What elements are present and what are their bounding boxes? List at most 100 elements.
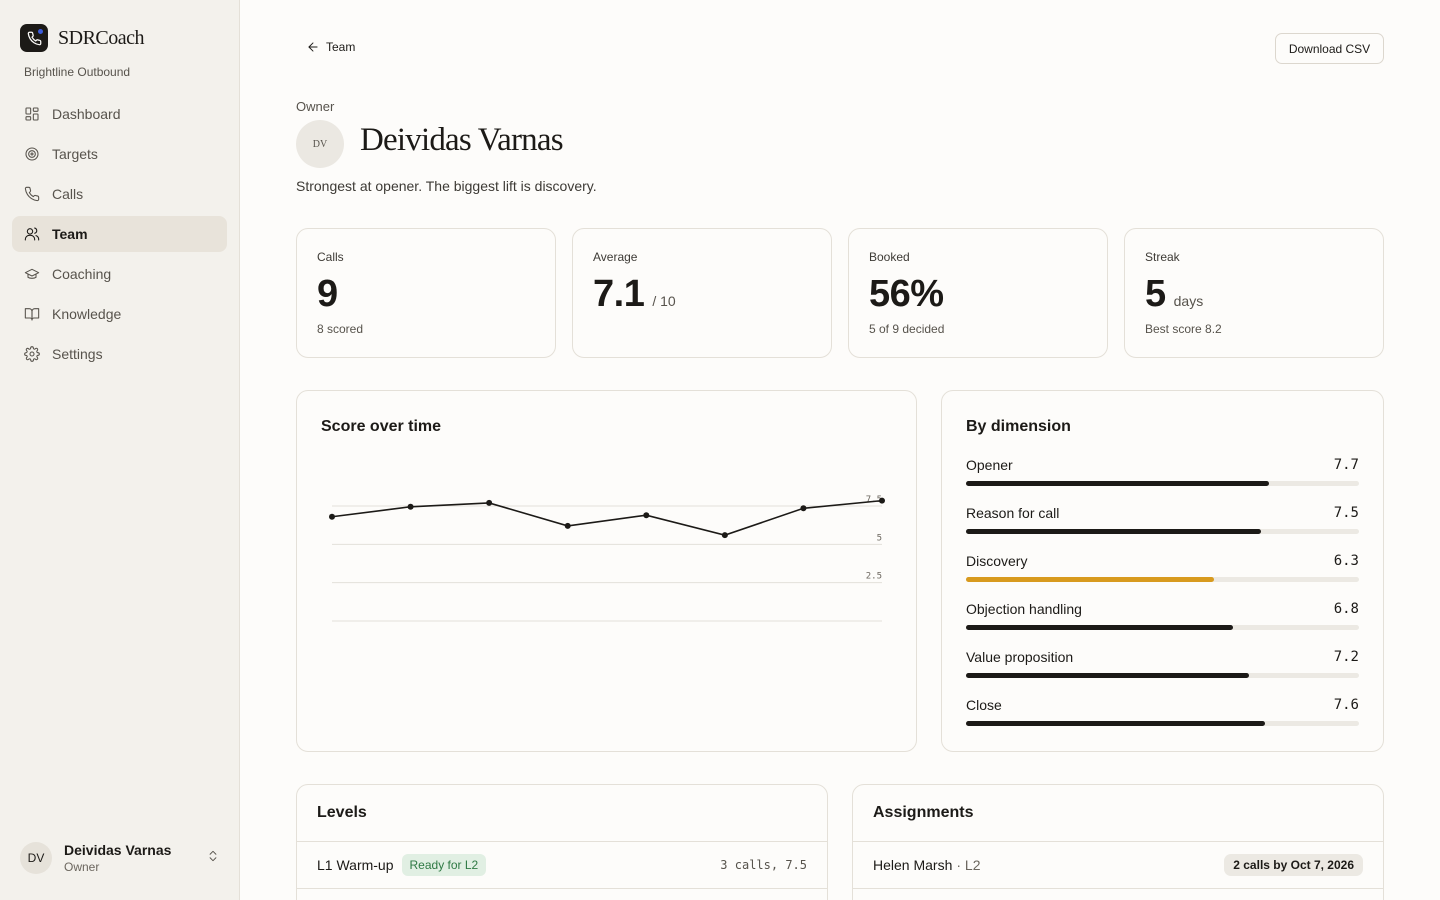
brand[interactable]: SDRCoach xyxy=(20,24,145,52)
gear-icon xyxy=(24,346,40,362)
data-point[interactable] xyxy=(329,513,335,520)
y-tick-label: 7.5 xyxy=(866,495,882,505)
dimension-bar xyxy=(966,721,1265,726)
phone-logo-icon xyxy=(20,24,48,52)
data-point[interactable] xyxy=(564,522,571,529)
sidebar-item-coaching[interactable]: Coaching xyxy=(12,256,227,292)
dimension-value: 6.3 xyxy=(1333,553,1359,569)
dimension-name: Opener xyxy=(966,457,1013,473)
page-title: Deividas Varnas xyxy=(360,122,564,158)
back-link[interactable]: Team xyxy=(306,40,355,54)
phone-icon xyxy=(24,186,40,202)
dimension-value: 7.2 xyxy=(1333,649,1359,665)
sidebar: SDRCoach Brightline Outbound Dashboard T… xyxy=(0,0,240,900)
level-meta: 3 calls, 7.5 xyxy=(720,858,807,872)
sidebar-item-label: Dashboard xyxy=(52,106,121,122)
sidebar-item-team[interactable]: Team xyxy=(12,216,227,252)
assignment-level: · L2 xyxy=(956,857,981,873)
book-icon xyxy=(24,308,40,321)
dimension-track xyxy=(966,625,1359,630)
profile-role: Owner xyxy=(296,99,335,114)
org-name: Brightline Outbound xyxy=(24,65,131,79)
stat-label: Booked xyxy=(869,250,910,264)
users-icon xyxy=(24,227,40,241)
score-line xyxy=(331,499,883,536)
sidebar-item-label: Settings xyxy=(52,346,103,362)
stat-card-booked: Booked 56% 5 of 9 decided xyxy=(848,228,1108,358)
sidebar-item-label: Coaching xyxy=(52,266,112,282)
dimension-title: By dimension xyxy=(966,418,1071,435)
dimension-name: Discovery xyxy=(966,553,1028,569)
stat-card-calls: Calls 9 8 scored xyxy=(296,228,556,358)
sidebar-nav: Dashboard Targets Calls Team Coaching Kn… xyxy=(12,96,227,376)
stat-label: Calls xyxy=(317,250,344,264)
dimension-bar xyxy=(966,673,1249,678)
data-point[interactable] xyxy=(721,532,728,539)
dimension-name: Close xyxy=(966,697,1002,713)
due-badge: 2 calls by Oct 7, 2026 xyxy=(1224,854,1363,876)
stat-value: 56% xyxy=(869,273,944,315)
data-point[interactable] xyxy=(800,505,807,512)
dimension-track xyxy=(966,481,1359,486)
data-point[interactable] xyxy=(486,499,493,506)
user-name: Deividas Varnas xyxy=(64,842,172,858)
target-icon xyxy=(25,147,39,161)
stat-label: Average xyxy=(593,250,638,264)
data-point[interactable] xyxy=(407,503,414,510)
level-row[interactable]: L1 Warm-up Ready for L2 3 calls, 7.5 xyxy=(317,853,807,877)
stat-value: 7.1 xyxy=(593,273,645,315)
y-tick-label: 2.5 xyxy=(866,572,882,582)
stat-sub: Best score 8.2 xyxy=(1145,322,1222,336)
sidebar-item-label: Targets xyxy=(52,146,98,162)
profile-avatar: DV xyxy=(296,120,344,168)
levels-card: Levels L1 Warm-up Ready for L2 3 calls, … xyxy=(296,784,828,900)
stat-value: 9 xyxy=(317,273,338,315)
assignment-name: Helen Marsh xyxy=(873,857,953,873)
stat-card-average: Average 7.1 / 10 xyxy=(572,228,832,358)
dimension-name: Objection handling xyxy=(966,601,1082,617)
sidebar-item-knowledge[interactable]: Knowledge xyxy=(12,296,227,332)
dimension-value: 7.7 xyxy=(1333,457,1359,473)
dimension-name: Value proposition xyxy=(966,649,1074,665)
dimension-track xyxy=(966,721,1359,726)
chevron-up-down-icon[interactable] xyxy=(206,849,220,868)
sidebar-item-settings[interactable]: Settings xyxy=(12,336,227,372)
dimension-bar xyxy=(966,529,1261,534)
score-chart: 7.5 5 2.5 xyxy=(329,495,885,622)
score-chart-card: Score over time 7.5 5 2.5 xyxy=(296,390,917,752)
data-point[interactable] xyxy=(643,512,650,519)
level-name: L1 Warm-up xyxy=(317,857,394,873)
brand-name: SDRCoach xyxy=(58,26,145,49)
y-tick-label: 5 xyxy=(877,533,882,543)
stat-sub: 5 of 9 decided xyxy=(869,322,945,336)
download-csv-button[interactable]: Download CSV xyxy=(1275,33,1384,64)
graduation-cap-icon xyxy=(24,268,40,279)
status-badge: Ready for L2 xyxy=(401,854,487,876)
stat-label: Streak xyxy=(1145,250,1180,264)
dimension-track xyxy=(966,529,1359,534)
stat-value: 5 xyxy=(1145,273,1166,315)
sidebar-item-label: Calls xyxy=(52,186,84,202)
avatar: DV xyxy=(20,842,52,874)
sidebar-item-label: Team xyxy=(52,226,88,242)
sidebar-item-calls[interactable]: Calls xyxy=(12,176,227,212)
sidebar-item-dashboard[interactable]: Dashboard xyxy=(12,96,227,132)
sidebar-item-targets[interactable]: Targets xyxy=(12,136,227,172)
assignment-row[interactable]: Helen Marsh · L2 2 calls by Oct 7, 2026 xyxy=(873,853,1363,877)
dimension-bar xyxy=(966,577,1214,582)
levels-title: Levels xyxy=(317,804,367,821)
dashboard-icon xyxy=(25,107,39,121)
score-chart-title: Score over time xyxy=(321,418,442,435)
user-role: Owner xyxy=(64,860,100,874)
dimension-value: 7.6 xyxy=(1333,697,1359,713)
dimension-card: By dimension Opener 7.7 Reason for call 7.5… xyxy=(941,390,1384,752)
stat-unit: / 10 xyxy=(652,293,676,309)
profile-summary: Strongest at opener. The biggest lift is… xyxy=(296,178,597,194)
back-link-label: Team xyxy=(326,40,356,54)
arrow-left-icon xyxy=(308,42,318,52)
user-menu[interactable]: DV Deividas Varnas Owner xyxy=(20,842,220,874)
assignments-card: Assignments Helen Marsh · L2 2 calls by … xyxy=(852,784,1384,900)
data-point[interactable] xyxy=(879,497,885,504)
stat-sub: 8 scored xyxy=(317,322,364,336)
dimension-bar xyxy=(966,625,1234,630)
